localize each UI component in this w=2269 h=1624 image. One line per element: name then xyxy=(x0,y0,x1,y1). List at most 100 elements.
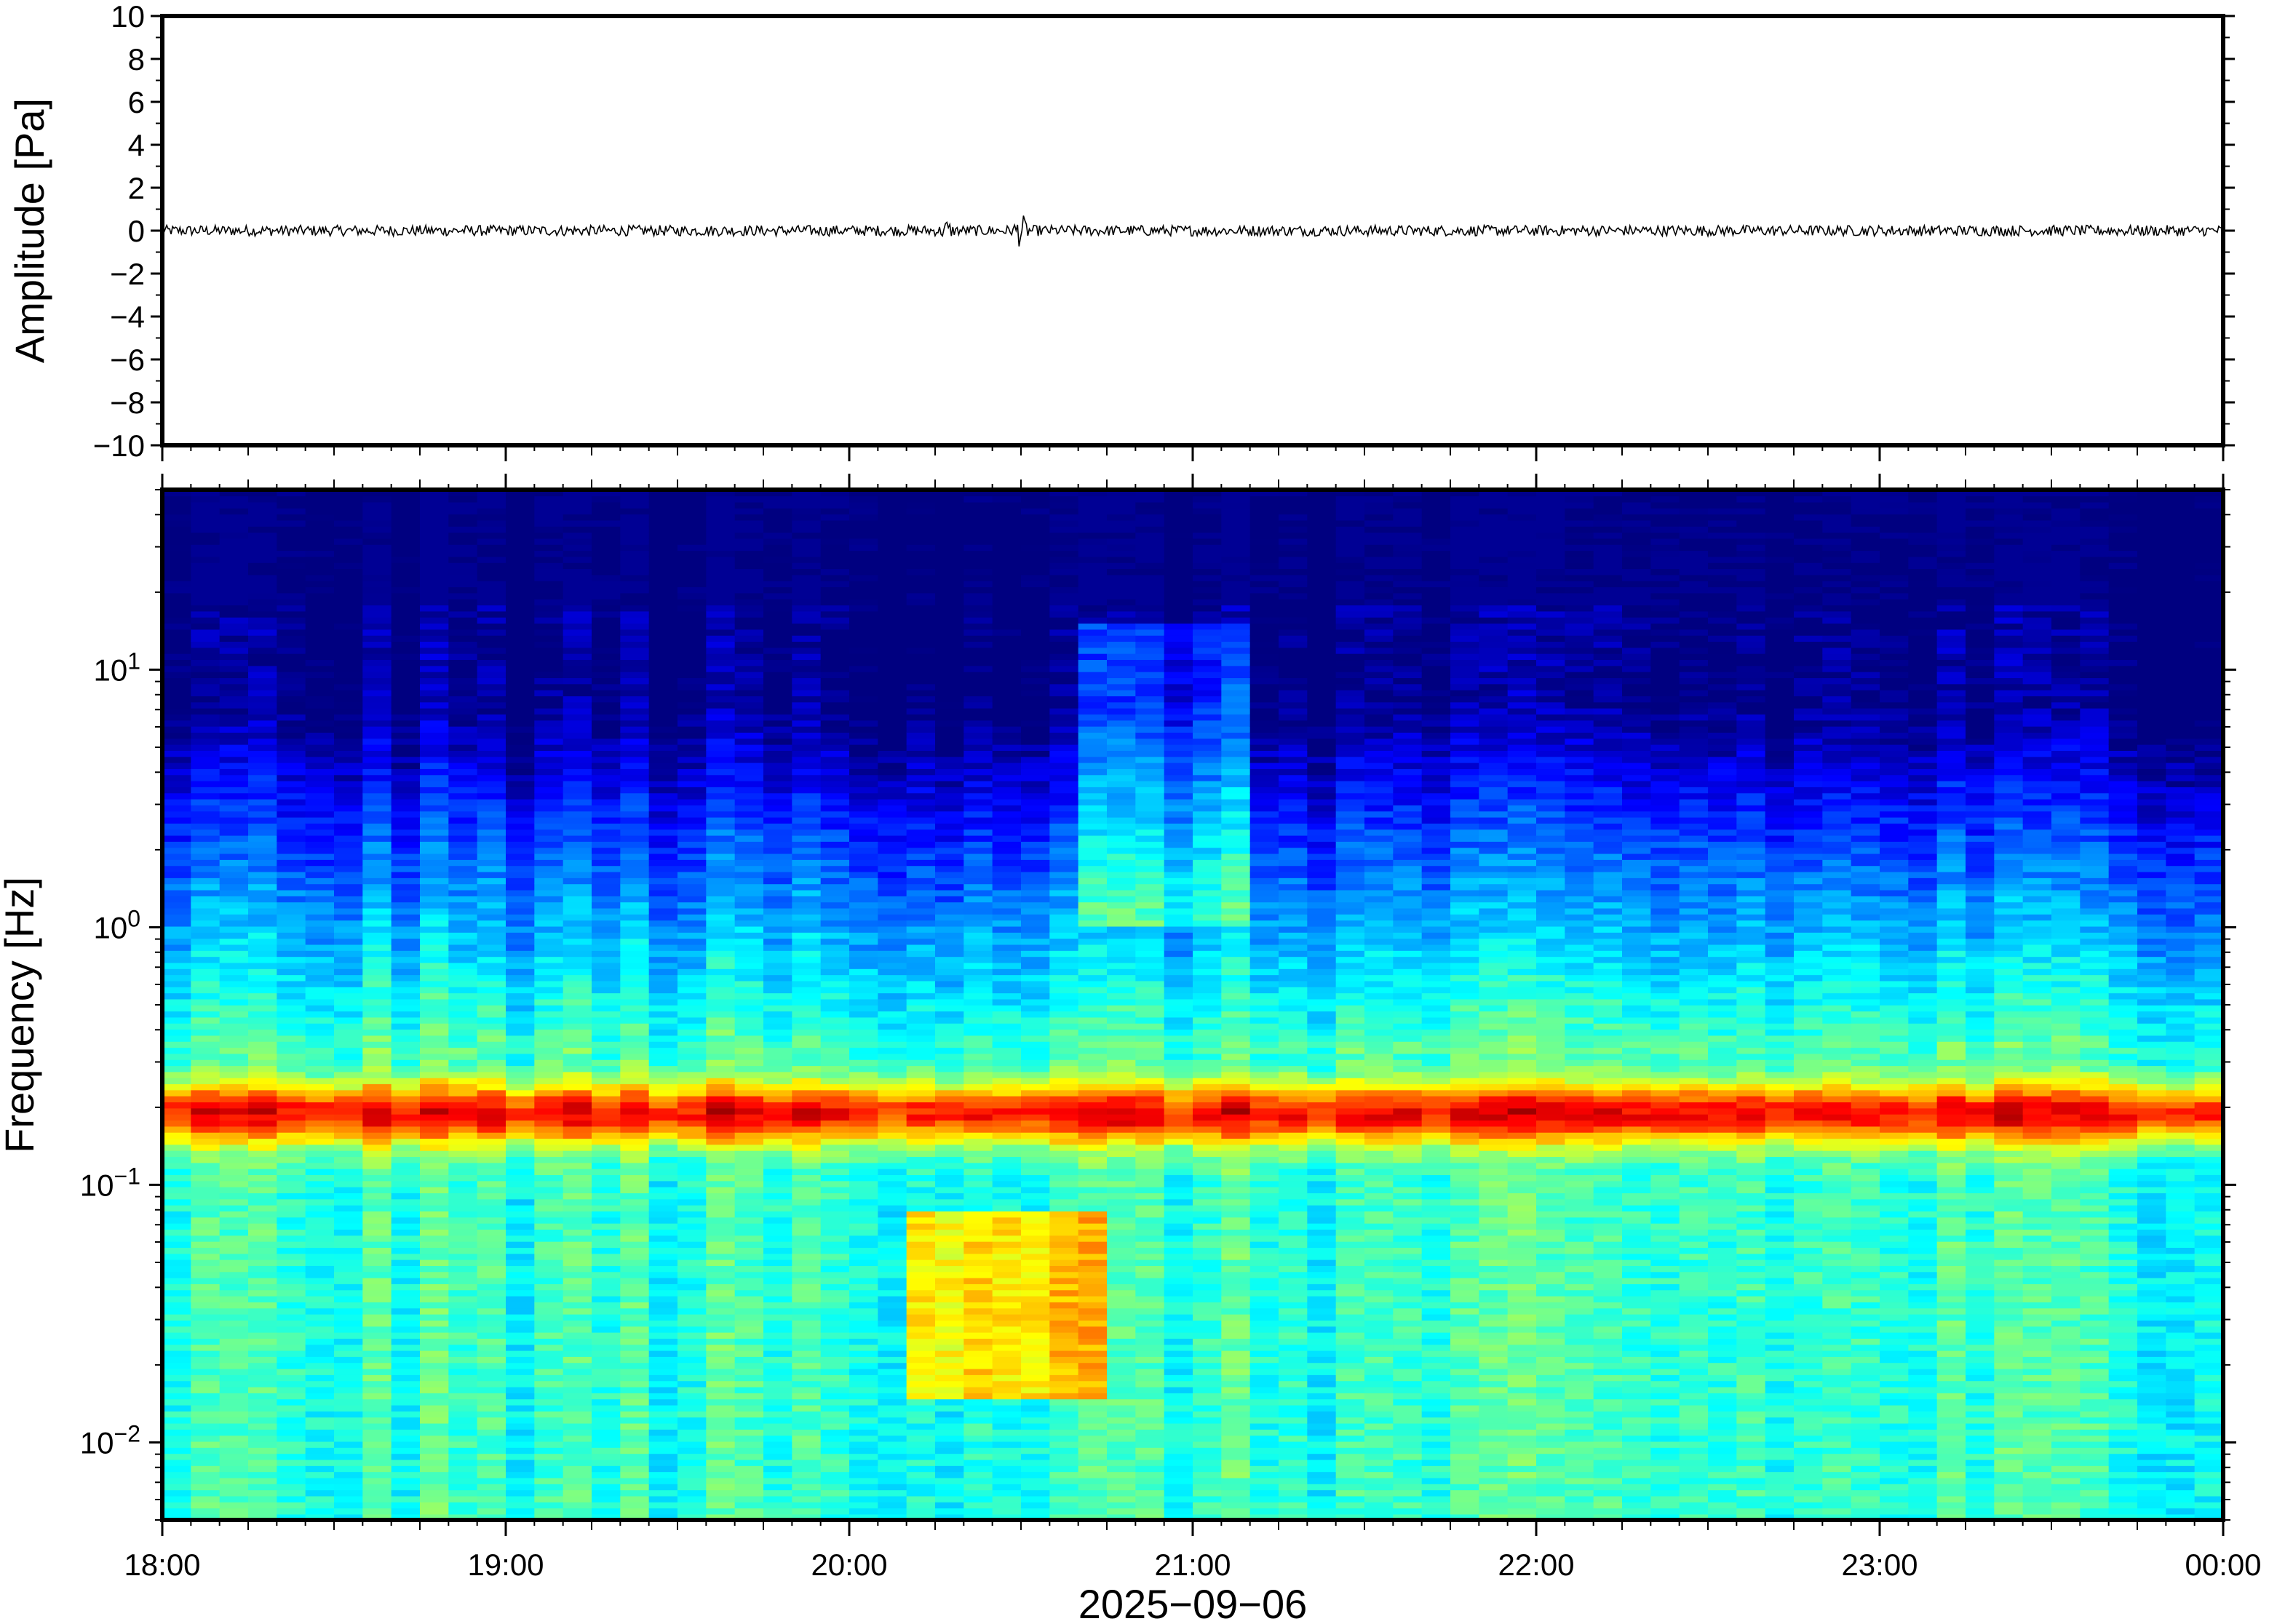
spectrogram-cell xyxy=(563,1077,592,1085)
spectrogram-cell xyxy=(935,1417,965,1424)
spectrogram-cell xyxy=(305,1022,335,1030)
spectrogram-cell xyxy=(792,883,822,891)
spectrogram-cell xyxy=(620,696,650,703)
spectrogram-cell xyxy=(248,623,278,630)
spectrogram-cell xyxy=(849,1059,879,1067)
spectrogram-cell xyxy=(362,1229,392,1236)
spectrogram-cell xyxy=(191,641,220,648)
spectrogram-cell xyxy=(706,950,736,958)
spectrogram-cell xyxy=(305,847,335,854)
spectrogram-cell xyxy=(334,1040,364,1048)
spectrogram-cell xyxy=(219,798,249,805)
spectrogram-cell xyxy=(420,1059,450,1067)
spectrogram-cell xyxy=(563,1047,592,1054)
spectrogram-cell xyxy=(191,714,220,721)
spectrogram-cell xyxy=(792,1107,822,1115)
spectrogram-cell xyxy=(706,896,736,903)
spectrogram-cell xyxy=(477,623,506,630)
spectrogram-cell xyxy=(563,865,592,872)
spectrogram-cell xyxy=(935,1265,965,1273)
spectrogram-cell xyxy=(620,1253,650,1260)
spectrogram-cell xyxy=(563,871,592,878)
spectrogram-cell xyxy=(935,816,965,824)
spectrogram-cell xyxy=(963,1217,993,1224)
spectrogram-cell xyxy=(277,1035,306,1042)
spectrogram-cell xyxy=(362,568,392,576)
spectrogram-cell xyxy=(963,1180,993,1187)
spectrogram-cell xyxy=(849,598,879,606)
spectrogram-cell xyxy=(592,1113,621,1121)
spectrogram-cell xyxy=(620,1332,650,1339)
spectrogram-cell xyxy=(248,835,278,842)
spectrogram-cell xyxy=(963,938,993,945)
spectrogram-cell xyxy=(677,514,707,521)
spectrogram-cell xyxy=(420,1484,450,1491)
spectrogram-cell xyxy=(305,841,335,848)
spectrogram-cell xyxy=(878,883,907,891)
spectrogram-cell xyxy=(648,950,678,958)
spectrogram-cell xyxy=(477,1253,506,1260)
spectrogram-cell xyxy=(448,562,478,570)
spectrogram-cell xyxy=(820,805,850,812)
spectrogram-cell xyxy=(763,568,793,576)
spectrogram-cell xyxy=(219,1077,249,1085)
spectrogram-cell xyxy=(734,1374,764,1382)
spectrogram-cell xyxy=(849,1011,879,1018)
spectrogram-cell xyxy=(305,1435,335,1442)
spectrogram-cell xyxy=(935,762,965,769)
spectrogram-cell xyxy=(763,1302,793,1309)
spectrogram-cell xyxy=(277,1320,306,1327)
spectrogram-cell xyxy=(677,1307,707,1315)
spectrogram-cell xyxy=(477,1404,506,1412)
spectrogram-cell xyxy=(362,544,392,552)
spectrogram-cell xyxy=(191,816,220,824)
spectrogram-cell xyxy=(477,532,506,539)
spectrogram-cell xyxy=(763,1338,793,1345)
spectrogram-cell xyxy=(506,1374,536,1382)
spectrogram-cell xyxy=(534,1484,564,1491)
spectrogram-cell xyxy=(506,968,536,976)
spectrogram-cell xyxy=(592,659,621,666)
spectrogram-cell xyxy=(878,1065,907,1072)
spectrogram-cell xyxy=(849,1131,879,1139)
spectrogram-cell xyxy=(420,683,450,690)
spectrogram-cell xyxy=(277,671,306,679)
spectrogram-cell xyxy=(448,1217,478,1224)
spectrogram-cell xyxy=(906,701,936,709)
spectrogram-cell xyxy=(219,738,249,745)
spectrogram-cell xyxy=(162,1053,192,1060)
spectrogram-cell xyxy=(162,683,192,690)
spectrogram-cell xyxy=(334,689,364,696)
spectrogram-cell xyxy=(477,1150,506,1158)
spectrogram-cell xyxy=(362,889,392,896)
spectrogram-cell xyxy=(162,1016,192,1024)
spectrogram-cell xyxy=(734,1193,764,1200)
spectrogram-cell xyxy=(734,938,764,945)
spectrogram-cell xyxy=(506,1350,536,1357)
spectrogram-cell xyxy=(391,1326,421,1333)
spectrogram-cell xyxy=(534,562,564,570)
spectrogram-cell xyxy=(935,1011,965,1018)
spectrogram-cell xyxy=(305,1326,335,1333)
spectrogram-cell xyxy=(648,641,678,648)
spectrogram-cell xyxy=(277,756,306,763)
spectrogram-cell xyxy=(734,920,764,927)
spectrogram-cell xyxy=(391,1217,421,1224)
spectrogram-cell xyxy=(162,574,192,581)
spectrogram-cell xyxy=(420,1241,450,1248)
spectrogram-cell xyxy=(334,1011,364,1018)
spectrogram-cell xyxy=(763,1484,793,1491)
spectrogram-cell xyxy=(792,1271,822,1278)
spectrogram-cell xyxy=(763,914,793,921)
spectrogram-cell xyxy=(849,1180,879,1187)
spectrogram-cell xyxy=(677,1131,707,1139)
spectrogram-cell xyxy=(620,1338,650,1345)
spectrogram-cell xyxy=(191,865,220,872)
spectrogram-cell xyxy=(477,1484,506,1491)
spectrogram-cell xyxy=(792,586,822,594)
spectrogram-cell xyxy=(878,1005,907,1012)
spectrogram-cell xyxy=(592,592,621,600)
spectrogram-cell xyxy=(277,1277,306,1284)
spectrogram-cell xyxy=(248,641,278,648)
spectrogram-cell xyxy=(963,914,993,921)
